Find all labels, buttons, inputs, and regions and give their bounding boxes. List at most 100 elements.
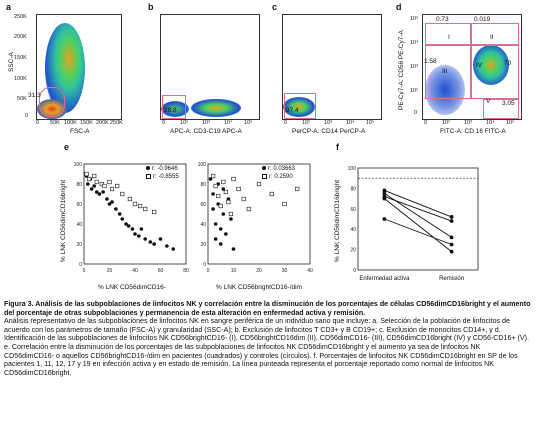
- y-tick-label: 80: [200, 182, 206, 188]
- panel-b-xlabel: APC-A: CD3-C19 APC-A: [170, 128, 242, 135]
- xtick: 0: [162, 120, 166, 126]
- data-point-open: [127, 196, 132, 202]
- caption-body: Análisis representativo de las subpoblac…: [4, 317, 529, 377]
- data-point-filled: [171, 247, 176, 251]
- data-point-open: [107, 179, 112, 185]
- data-point-filled: [148, 240, 153, 244]
- ytick: 10⁴: [410, 40, 419, 46]
- xtick: 100K: [64, 120, 77, 126]
- panel-b-gate-value: 28.8: [164, 107, 177, 114]
- density-cloud: [425, 65, 465, 115]
- xtick: 250K: [110, 120, 123, 126]
- y-tick-label: 80: [350, 186, 356, 192]
- data-point: [449, 219, 454, 223]
- x-tick-label: 60: [158, 268, 164, 274]
- data-point: [382, 196, 387, 201]
- filled-circle-icon: [146, 166, 150, 171]
- data-point-open: [236, 186, 241, 192]
- ytick: 0: [414, 110, 418, 116]
- plot-frame: [83, 163, 187, 265]
- gate-iii-value: 1.58: [424, 58, 437, 65]
- data-point-filled: [101, 190, 105, 194]
- xtick: 10⁵: [506, 120, 515, 126]
- caption-title-prefix: Figura 3.: [4, 300, 34, 308]
- gate-v-value: 3.05: [502, 100, 515, 107]
- data-point-filled: [110, 200, 114, 204]
- legend-label: r: -0.9646: [152, 166, 178, 172]
- legend-label: r: 0.03663: [268, 166, 296, 172]
- data-point-filled: [218, 242, 223, 246]
- gate-ii: [471, 23, 519, 45]
- y-tick-label: 100: [74, 162, 83, 168]
- xtick: 10⁵: [244, 120, 253, 126]
- data-point-filled: [211, 192, 215, 196]
- x-tick-label: 10: [231, 268, 237, 274]
- filled-circle-icon: [262, 166, 266, 171]
- data-point-filled: [229, 217, 233, 221]
- data-point: [382, 188, 387, 193]
- panel-e-xlabel-right: % LNK CD56brightCD16-/dim: [216, 284, 302, 291]
- ytick: 50K: [17, 96, 27, 102]
- data-point-open: [211, 173, 216, 179]
- y-tick-label: 20: [350, 248, 356, 254]
- data-point-open: [152, 209, 157, 215]
- xtick: 200K: [96, 120, 109, 126]
- density-cloud: [45, 23, 85, 113]
- open-square-icon: [262, 174, 267, 179]
- xtick: 0: [424, 120, 428, 126]
- data-point-filled: [152, 242, 156, 246]
- panel-e-right-chart: 0 10 20 30 40 0 20 40 60 80 100: [198, 162, 313, 274]
- xtick: 0: [36, 120, 40, 126]
- gate-ii-value: 0.019: [474, 16, 491, 23]
- y-tick-label: 100: [198, 162, 207, 168]
- data-point-filled: [213, 237, 218, 241]
- gate-iv: [471, 45, 519, 99]
- open-square-icon: [146, 174, 151, 179]
- data-point-filled: [120, 217, 125, 221]
- panel-a-gate-value: 31.3: [28, 92, 41, 99]
- xtick: 10³: [202, 120, 210, 126]
- data-point: [449, 215, 454, 219]
- density-cloud: [191, 99, 241, 117]
- data-point-filled: [211, 207, 215, 211]
- gate-cd14-negative: [284, 93, 316, 119]
- data-point-open: [246, 206, 251, 212]
- density-cloud: [473, 45, 509, 85]
- panel-b-plot: [160, 14, 260, 120]
- x-tick-label: 0: [207, 268, 210, 274]
- y-tick-label: 40: [200, 222, 206, 228]
- caption-title: Figura 3. Análisis de las subpoblaciones…: [4, 300, 532, 317]
- y-tick-label: 100: [348, 166, 357, 172]
- y-tick-label: 60: [76, 202, 82, 208]
- xtick: 10²: [442, 120, 450, 126]
- gate-iii: [425, 45, 471, 99]
- panel-c-gate-value: 97.4: [286, 107, 299, 114]
- panel-a-xlabel: FSC-A: [70, 128, 90, 135]
- data-point-filled: [92, 184, 96, 188]
- data-point-open: [92, 173, 97, 179]
- gate-i-value: 0.73: [436, 16, 449, 23]
- data-point-filled: [124, 222, 128, 226]
- ytick: 10³: [410, 64, 418, 70]
- patient-line: [384, 190, 452, 218]
- gate-lymphocytes: [39, 87, 65, 117]
- patient-line: [384, 198, 452, 252]
- data-point-open: [87, 176, 92, 182]
- y-tick-label: 0: [79, 262, 82, 268]
- legend-label: r: 0.2590: [269, 174, 293, 181]
- data-point-open: [221, 179, 226, 185]
- ytick: 100K: [14, 76, 27, 82]
- x-tick-label: 20: [256, 268, 262, 274]
- y-tick-label: 20: [200, 242, 206, 248]
- data-point-open: [109, 186, 115, 192]
- xtick: 10²: [180, 120, 188, 126]
- y-tick-label: 0: [203, 262, 206, 268]
- x-tick-label: 40: [132, 268, 138, 274]
- gate-v-label: V: [486, 98, 491, 105]
- x-tick-label: 30: [282, 268, 288, 274]
- y-tick-label: 80: [76, 182, 82, 188]
- panel-letter-a: a: [6, 2, 12, 12]
- gate-cd3-cd19-negative: [162, 95, 186, 119]
- panel-letter-b: b: [148, 2, 154, 12]
- gate-ii-label: II: [490, 34, 494, 41]
